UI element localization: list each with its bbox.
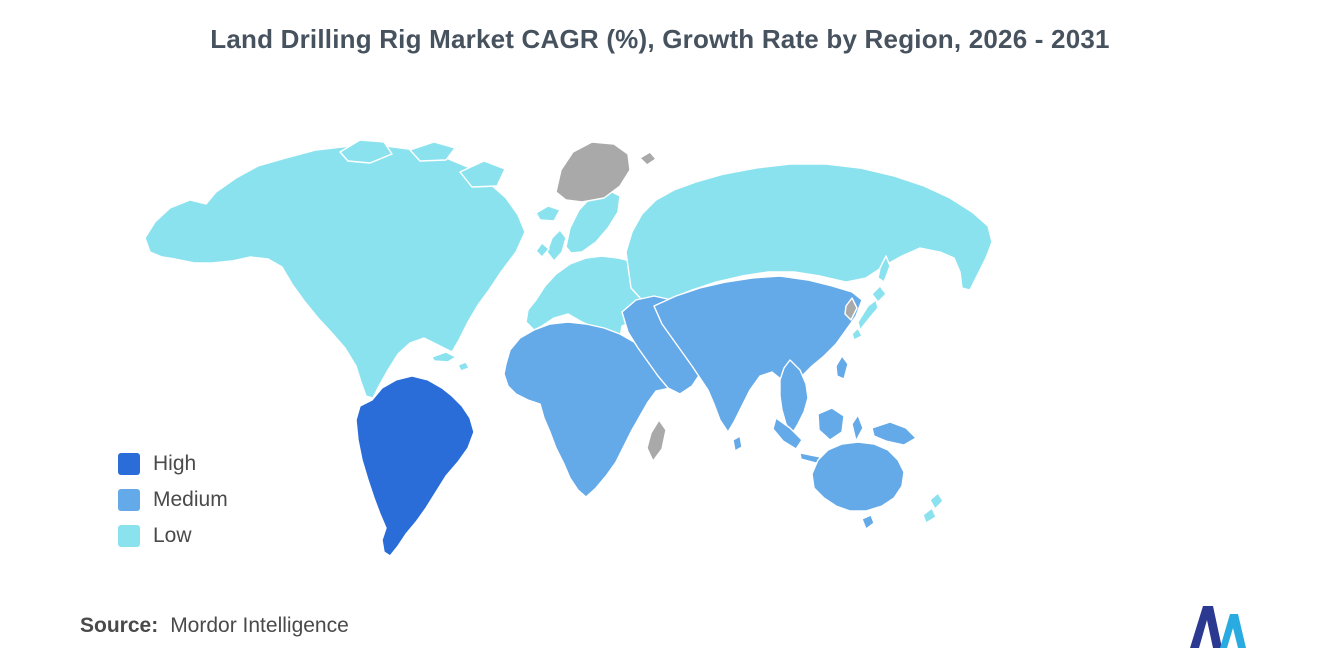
region-sri-lanka [732, 435, 743, 452]
region-south-america [355, 375, 475, 557]
logo-right-chevron [1220, 614, 1246, 648]
legend-swatch-low [118, 525, 140, 547]
region-madagascar [646, 419, 667, 462]
legend-label-low: Low [153, 524, 192, 547]
source-label: Source: [80, 614, 159, 637]
region-arctic-island-1 [339, 139, 393, 164]
region-cuba [431, 351, 457, 363]
legend-swatch-medium [118, 489, 140, 511]
legend-label-high: High [153, 452, 197, 475]
region-sulawesi [851, 414, 864, 442]
region-greenland [555, 141, 631, 203]
region-ireland [535, 242, 550, 258]
region-svalbard [639, 151, 657, 166]
region-arctic-island-2 [409, 141, 456, 162]
source-line: Source: Mordor Intelligence [80, 614, 349, 638]
region-australia-mainland [811, 441, 905, 512]
region-russia [625, 163, 993, 305]
region-japan-hokkaido [871, 285, 887, 303]
region-new-zealand-north [929, 492, 944, 510]
region-new-zealand-south [922, 507, 937, 524]
region-south-america-mainland [355, 375, 475, 557]
source-value: Mordor Intelligence [170, 614, 349, 637]
region-japan-honshu [857, 299, 879, 331]
region-sumatra [772, 417, 803, 450]
region-sakhalin [877, 255, 891, 283]
legend-swatch-high [118, 453, 140, 475]
region-iceland [535, 205, 561, 222]
region-scandinavia [565, 189, 621, 254]
region-tasmania [861, 514, 875, 530]
region-uk [546, 229, 567, 262]
region-north-america [144, 139, 526, 399]
region-japan-kyushu [851, 327, 863, 341]
region-new-guinea [871, 421, 917, 446]
region-hispaniola [457, 361, 470, 372]
region-asia [653, 275, 863, 452]
legend-label-medium: Medium [153, 488, 228, 511]
legend-item-medium: Medium [118, 488, 228, 512]
logo-left-chevron [1190, 606, 1222, 648]
region-southeast-asia-islands [772, 355, 917, 466]
legend-item-low: Low [118, 524, 228, 548]
region-africa-mainland [503, 321, 679, 498]
region-russia-central-asia [625, 163, 993, 305]
region-no-data [555, 141, 858, 462]
region-new-zealand [922, 492, 944, 524]
mordor-intelligence-logo [1190, 606, 1246, 648]
region-north-america-mainland [144, 145, 526, 399]
region-japan [851, 285, 887, 341]
chart-title: Land Drilling Rig Market CAGR (%), Growt… [210, 24, 1110, 54]
legend-item-high: High [118, 452, 228, 476]
region-korea [844, 297, 858, 321]
region-borneo [817, 407, 845, 441]
legend: High Medium Low [118, 452, 228, 548]
region-baffin-island [459, 160, 506, 188]
region-africa [503, 321, 679, 498]
region-australia [811, 441, 905, 530]
region-philippines [835, 355, 849, 380]
